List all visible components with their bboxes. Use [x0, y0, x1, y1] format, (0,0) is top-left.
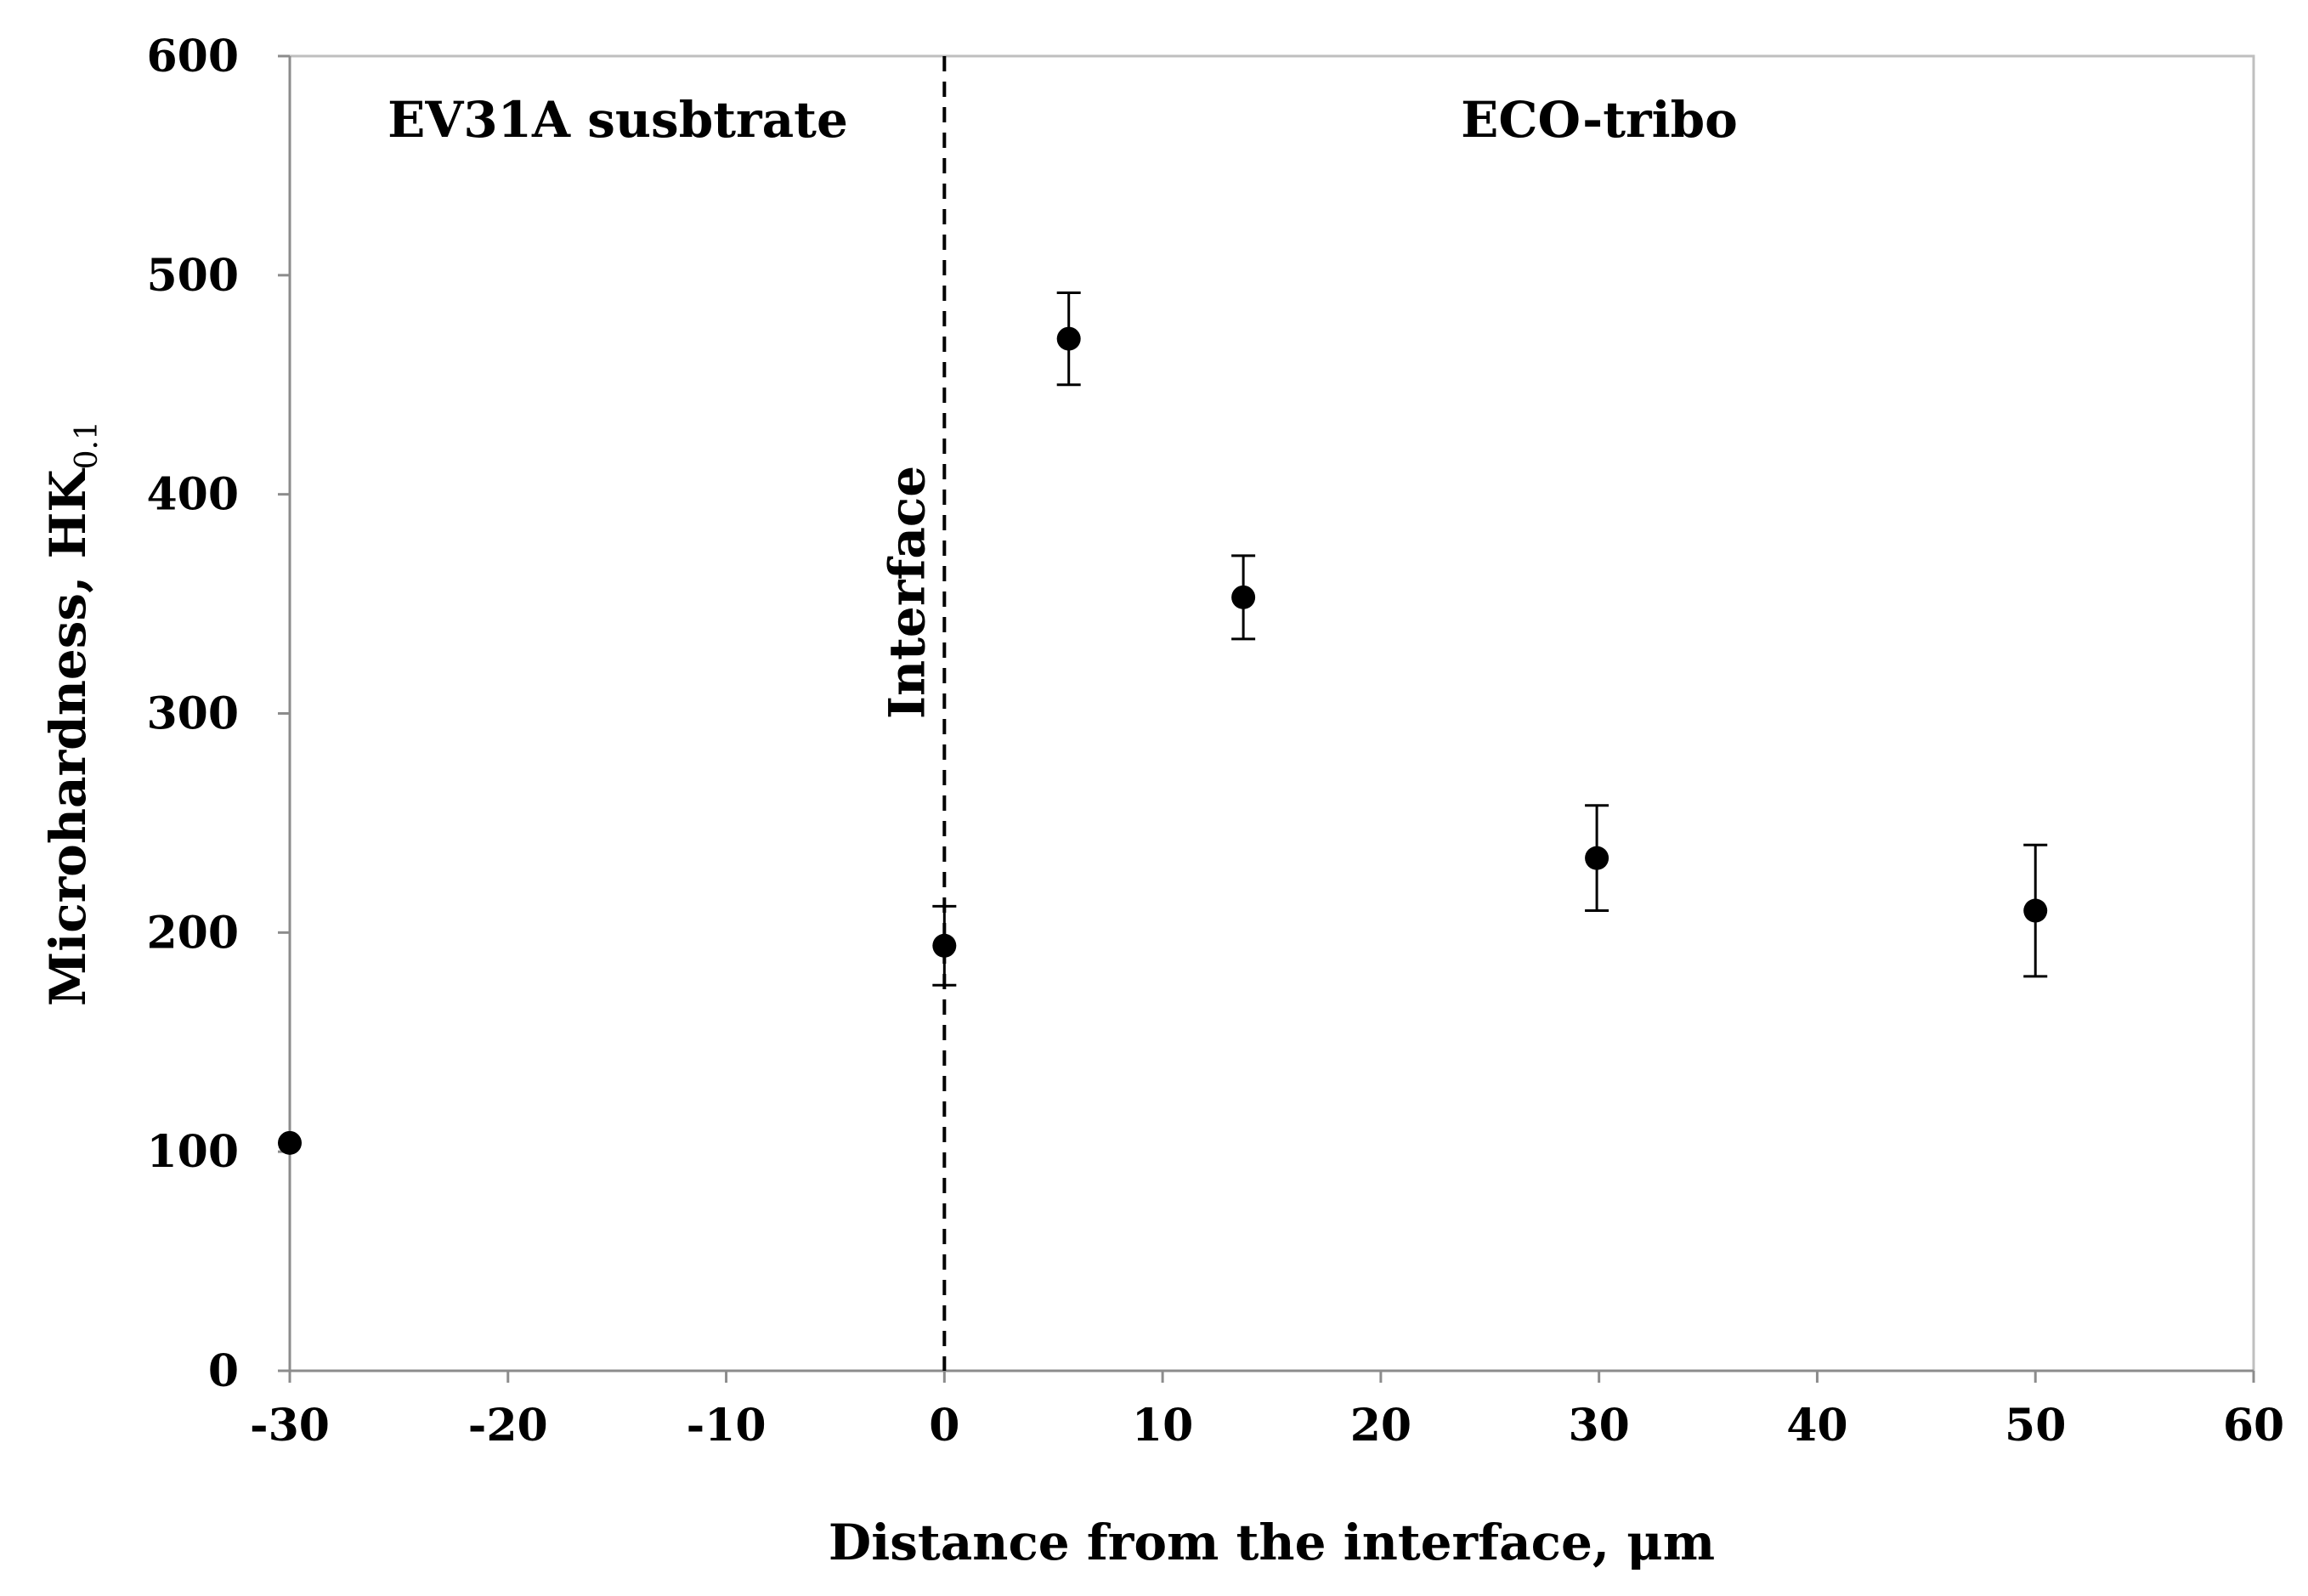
region-label-coating: ECO-tribo: [1461, 91, 1738, 149]
x-axis-title: Distance from the interface, μm: [829, 1514, 1715, 1571]
x-tick-label: 30: [1568, 1400, 1629, 1452]
y-tick-label: 100: [146, 1126, 239, 1178]
x-tick-label: 60: [2223, 1400, 2284, 1452]
data-point: [278, 1130, 302, 1155]
y-tick-label: 200: [146, 907, 239, 959]
y-tick-label: 500: [146, 250, 239, 302]
interface-label: Interface: [878, 466, 936, 719]
x-tick-label: 50: [2005, 1400, 2066, 1452]
x-tick-label: -10: [687, 1400, 767, 1452]
y-axis-ticks: 0 100 200 300 400 500 600: [146, 31, 290, 1397]
y-axis-title-subscript: 0.1: [70, 421, 105, 469]
y-tick-label: 600: [146, 31, 239, 82]
x-tick-label: -20: [468, 1400, 548, 1452]
y-axis-title: Microhardness, HK0.1: [39, 421, 105, 1006]
y-tick-label: 400: [146, 469, 239, 521]
data-point: [1056, 326, 1081, 351]
y-axis-title-main: Microhardness, HK: [39, 467, 97, 1006]
y-tick-label: 0: [208, 1345, 239, 1397]
data-point: [1585, 846, 1609, 870]
data-point: [1231, 585, 1256, 609]
x-tick-label: -30: [250, 1400, 330, 1452]
data-point: [2023, 898, 2048, 923]
x-tick-label: 0: [929, 1400, 959, 1452]
x-axis-ticks: -30 -20 -10 0 10 20 30 40 50 60: [250, 1371, 2284, 1452]
x-tick-label: 10: [1132, 1400, 1193, 1452]
x-tick-label: 40: [1786, 1400, 1847, 1452]
x-tick-label: 20: [1350, 1400, 1411, 1452]
region-label-substrate: EV31A susbtrate: [387, 91, 848, 149]
data-points: [278, 291, 2048, 1155]
y-tick-label: 300: [146, 688, 239, 740]
data-point: [932, 933, 957, 958]
